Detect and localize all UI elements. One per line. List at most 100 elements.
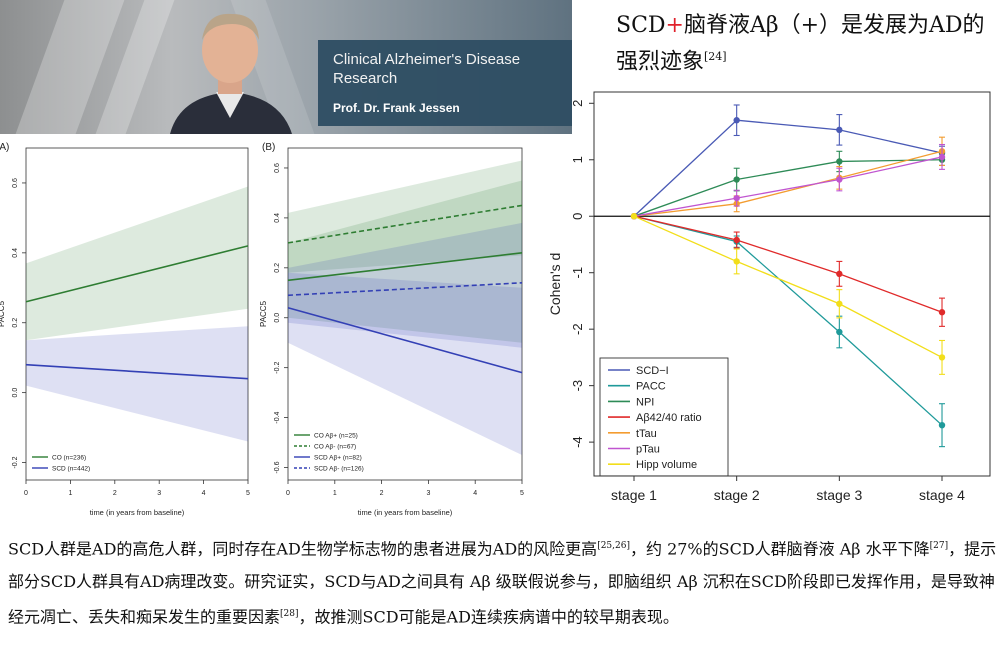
- y-tick-label: -1: [570, 267, 585, 279]
- series-line: [25, 245, 249, 303]
- headline-ref: [24]: [704, 50, 727, 63]
- legend-label: SCD Aβ+ (n=82): [314, 455, 362, 462]
- y-tick-label: 0.0: [274, 313, 281, 323]
- headline: SCD+脑脊液Aβ（+）是发展为AD的强烈迹象[24]: [616, 10, 996, 77]
- data-point: [938, 421, 946, 429]
- y-tick-label: 0.6: [274, 163, 281, 173]
- series-line: [287, 252, 523, 282]
- data-point: [733, 176, 740, 183]
- data-point: [836, 126, 843, 134]
- y-tick-label: -4: [570, 436, 585, 448]
- portrait-image: [170, 13, 292, 134]
- y-tick-label: -0.2: [12, 456, 19, 468]
- legend-label: CO Aβ+ (n=25): [314, 433, 358, 440]
- body-ref-2: [27]: [929, 541, 949, 551]
- banner-title: Clinical Alzheimer's Disease Research: [333, 51, 521, 87]
- y-tick-label: 2: [570, 100, 585, 107]
- series-line: [287, 281, 523, 297]
- y-tick-label: 0.2: [12, 318, 19, 328]
- legend-label: SCD (n=442): [52, 466, 90, 473]
- data-point: [733, 258, 740, 265]
- x-tick-label: 0: [24, 490, 28, 497]
- legend-label: pTau: [636, 444, 660, 456]
- x-tick-label: 4: [202, 490, 206, 497]
- y-axis-label: Cohen's d: [547, 253, 563, 316]
- data-point: [836, 300, 843, 307]
- confidence-band: [26, 186, 248, 341]
- y-axis-label: PACC5: [0, 300, 6, 327]
- body-ref-1: [25,26]: [597, 541, 630, 551]
- y-tick-label: -0.6: [274, 461, 281, 473]
- legend-label: CO Aβ- (n=67): [314, 444, 356, 451]
- panel-label: (A): [0, 142, 9, 153]
- confidence-band: [288, 180, 522, 343]
- body-s2: ，约 27%的SCD人群脑脊液 Aβ 水平下降: [629, 539, 930, 559]
- series-line: [633, 215, 943, 426]
- data-point: [938, 309, 946, 316]
- legend-label: NPI: [636, 396, 654, 408]
- legend-label: CO (n=236): [52, 455, 86, 462]
- x-tick-label: stage 3: [816, 487, 862, 503]
- x-tick-label: 3: [157, 490, 161, 497]
- x-tick-label: stage 2: [714, 487, 760, 503]
- banner-caption-panel: [318, 40, 572, 126]
- panel-label: (B): [262, 142, 275, 153]
- headline-part2: 脑脊液Aβ（+）是发展为AD的强烈迹象: [616, 13, 985, 75]
- x-tick-label: stage 4: [919, 487, 965, 503]
- confidence-band: [288, 272, 522, 456]
- x-axis-label: time (in years from baseline): [358, 508, 453, 517]
- series-line: [633, 156, 943, 217]
- y-tick-label: -0.2: [274, 362, 281, 374]
- x-tick-label: 1: [333, 490, 337, 497]
- y-tick-label: 0: [570, 213, 585, 220]
- legend-label: tTau: [636, 428, 657, 440]
- body-s1: SCD人群是AD的高危人群，同时存在AD生物学标志物的患者进展为AD的风险更高: [8, 539, 598, 559]
- chart-panel-b: 0 1 2 3 4 5 -0.6 -0.4 -0.2 0.0 0.2 0.4 0.6 time (in y…: [260, 142, 524, 517]
- body-ref-3: [28]: [280, 609, 299, 620]
- body-paragraph: SCD人群是AD的高危人群，同时存在AD生物学标志物的患者进展为AD的风险更高[…: [8, 530, 998, 634]
- x-tick-label: 2: [380, 490, 384, 497]
- y-axis-label: PACC5: [260, 300, 268, 327]
- confidence-band: [288, 160, 522, 273]
- plot-frame: [593, 91, 991, 477]
- legend-label: SCD Aβ- (n=126): [314, 466, 364, 473]
- data-point: [733, 236, 740, 244]
- series-line: [25, 363, 249, 380]
- body-s4: ，故推测SCD可能是AD连续疾病谱中的较早期表现。: [298, 607, 679, 627]
- x-tick-label: 4: [473, 490, 477, 497]
- series-line: [287, 306, 523, 374]
- x-tick-label: 5: [520, 490, 524, 497]
- x-tick-label: 5: [246, 490, 250, 497]
- legend-label: PACC: [636, 381, 666, 393]
- data-point: [630, 213, 638, 220]
- x-tick-label: 1: [68, 490, 72, 497]
- x-tick-label: 0: [286, 490, 290, 497]
- legend-label: Hipp volume: [636, 459, 697, 471]
- y-tick-label: 0.4: [274, 213, 281, 223]
- series-line: [633, 215, 943, 313]
- data-point: [836, 270, 843, 278]
- chart-panel-a: 0 1 2 3 4 5 -0.2 0.0 0.2 0.4 0.6 time (in years fro…: [0, 142, 250, 517]
- confidence-band: [288, 222, 522, 348]
- series-line: [633, 159, 943, 217]
- plot-frame: [287, 147, 523, 481]
- y-tick-label: 0.2: [274, 263, 281, 273]
- data-point: [836, 176, 843, 183]
- series-line: [633, 150, 943, 217]
- data-point: [733, 117, 740, 124]
- legend-label: SCD−I: [636, 365, 669, 377]
- data-point: [836, 158, 843, 165]
- x-tick-label: 2: [113, 490, 117, 497]
- data-point: [938, 354, 946, 361]
- data-point: [733, 194, 740, 202]
- x-tick-label: stage 1: [611, 487, 657, 503]
- x-tick-label: 3: [426, 490, 430, 497]
- x-axis-label: time (in years from baseline): [90, 508, 185, 517]
- chart-cohens-d: -4 -3 -2 -1 0 1 2 stage 1 stage 2 stage 3 stage 4 C…: [547, 91, 991, 503]
- confidence-band: [26, 326, 248, 442]
- data-point: [938, 153, 946, 161]
- y-tick-label: 0.0: [12, 388, 19, 398]
- headline-plus: +: [665, 13, 684, 38]
- y-tick-label: -0.4: [274, 411, 281, 423]
- y-tick-label: 0.6: [12, 178, 19, 188]
